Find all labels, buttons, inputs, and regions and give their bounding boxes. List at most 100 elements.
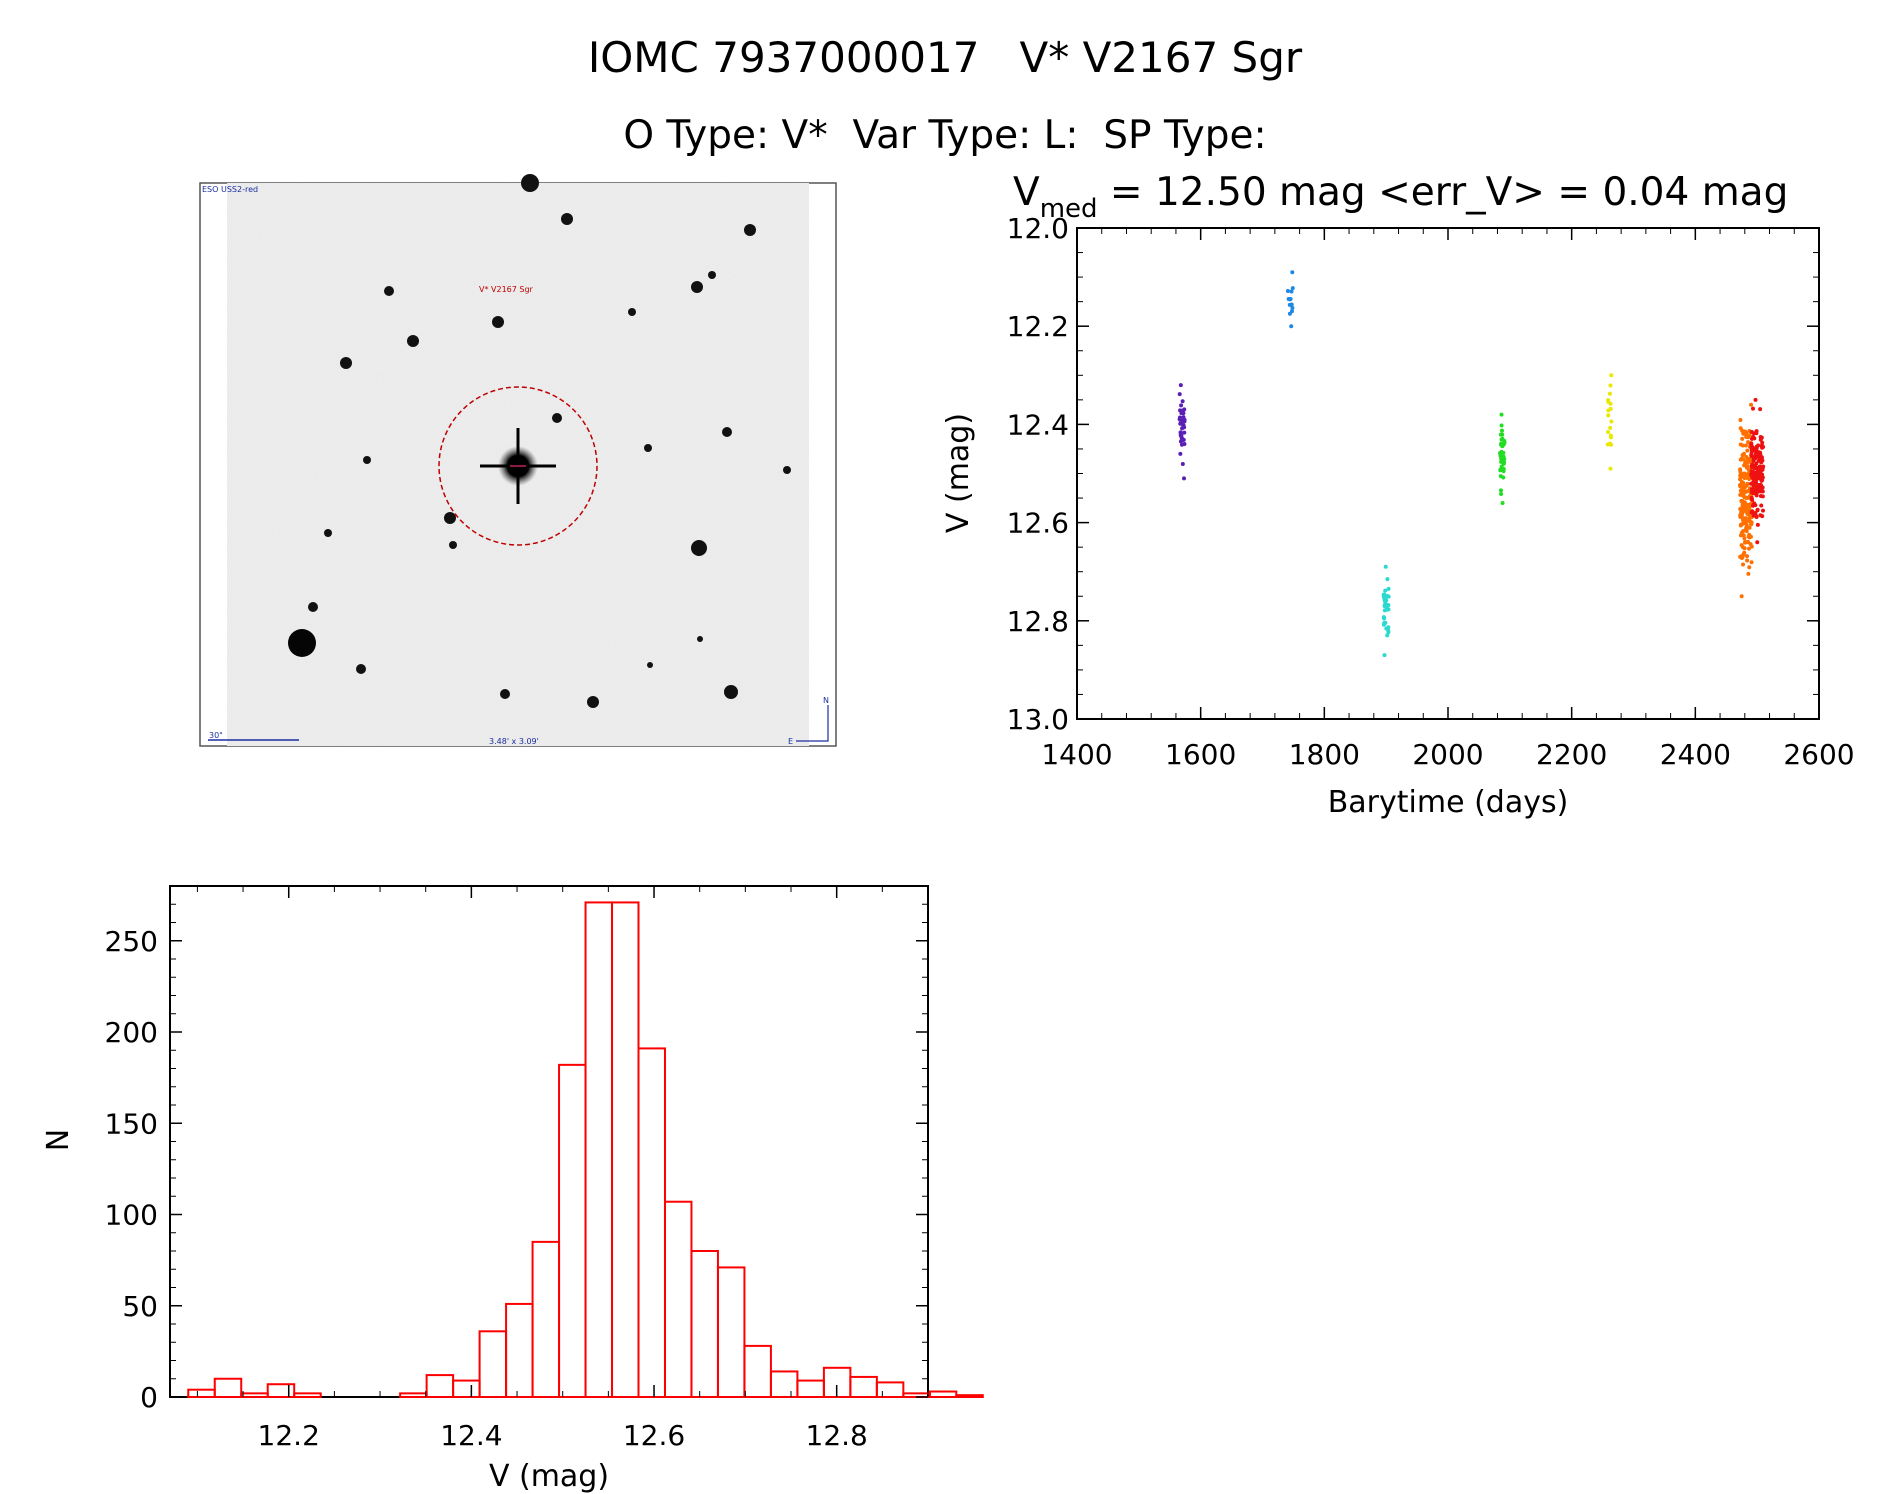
y-tick-label: 150 — [105, 1107, 158, 1140]
field-star — [500, 689, 510, 699]
lightcurve-point — [1608, 401, 1613, 406]
lightcurve-point — [1500, 500, 1505, 505]
histogram-bar — [584, 901, 614, 1398]
lightcurve-point — [1499, 428, 1504, 433]
lightcurve-point — [1749, 463, 1754, 468]
lightcurve-point — [1608, 425, 1613, 430]
histogram-bar — [690, 1250, 719, 1398]
lightcurve-point — [1745, 558, 1750, 563]
lightcurve-point — [1758, 513, 1763, 518]
histogram-bar — [452, 1379, 481, 1398]
lightcurve-title: Vmed = 12.50 mag <err_V> = 0.04 mag — [1013, 170, 1788, 224]
lightcurve-point — [1744, 519, 1749, 524]
lightcurve-point — [1385, 606, 1390, 611]
y-tick-label: 250 — [105, 925, 158, 958]
lightcurve-point — [1499, 441, 1504, 446]
lightcurve-point — [1741, 562, 1746, 567]
histogram-bar — [849, 1375, 878, 1399]
lightcurve-point — [1608, 466, 1613, 471]
histogram-bar — [505, 1302, 534, 1399]
lightcurve-point — [1738, 477, 1743, 482]
lightcurve-point — [1607, 391, 1612, 396]
x-tick-label: 12.4 — [440, 1419, 502, 1452]
x-tick-label: 1600 — [1165, 738, 1236, 771]
histogram-bar — [955, 1394, 984, 1399]
lightcurve-point — [1755, 476, 1760, 481]
lightcurve-point — [1744, 526, 1749, 531]
field-star — [691, 281, 703, 293]
lightcurve-point — [1753, 478, 1758, 483]
lightcurve-point — [1760, 485, 1765, 490]
lightcurve-point — [1760, 494, 1765, 499]
x-tick-label: 1800 — [1289, 738, 1360, 771]
lightcurve-point — [1609, 435, 1614, 440]
lightcurve-point — [1289, 324, 1294, 329]
lightcurve-point — [1746, 534, 1751, 539]
lightcurve-point — [1606, 413, 1611, 418]
y-tick-label: 12.6 — [1007, 507, 1069, 540]
lightcurve-point — [1181, 437, 1186, 442]
lightcurve-point — [1386, 625, 1391, 630]
lightcurve-point — [1740, 436, 1745, 441]
lightcurve-point — [1741, 552, 1746, 557]
field-star — [724, 685, 738, 699]
lightcurve-point — [1498, 432, 1503, 437]
scale-label: 30" — [209, 731, 223, 740]
lightcurve-point — [1755, 522, 1760, 527]
histogram-bar — [531, 1240, 561, 1398]
histogram-bar — [558, 1063, 587, 1398]
field-star — [308, 602, 318, 612]
lightcurve-point — [1760, 508, 1765, 513]
lightcurve-point — [1751, 484, 1756, 489]
lightcurve-point — [1760, 472, 1765, 477]
aperture-circle — [438, 386, 598, 546]
lightcurve-point — [1740, 443, 1745, 448]
lightcurve-xlabel: Barytime (days) — [1328, 785, 1569, 820]
survey-label: ESO USS2-red — [202, 185, 258, 194]
lightcurve-point — [1760, 444, 1765, 449]
sky-image-panel: ESO USS2-red V* V2167 Sgr 30" 3.48' x 3.… — [199, 174, 837, 747]
lightcurve-point — [1739, 456, 1744, 461]
histogram-bar — [213, 1377, 243, 1398]
lightcurve-point — [1182, 430, 1187, 435]
lightcurve-point — [1385, 577, 1390, 582]
lightcurve-point — [1182, 476, 1187, 481]
lightcurve-point — [1759, 468, 1764, 473]
field-star — [384, 286, 394, 296]
lightcurve-point — [1759, 503, 1764, 508]
field-star — [628, 308, 636, 316]
y-tick-label: 12.0 — [1007, 212, 1069, 245]
lightcurve-ticks: 1400 1600 1800 2000 2200 2400 2600 12.0 12.2 12.4… — [1007, 212, 1855, 771]
lightcurve-point — [1499, 491, 1504, 496]
lightcurve-point — [1752, 491, 1757, 496]
lightcurve-point — [1386, 628, 1391, 633]
lightcurve-point — [1501, 454, 1506, 459]
lightcurve-point — [1738, 506, 1743, 511]
x-tick-label: 12.8 — [806, 1419, 868, 1452]
lightcurve-point — [1177, 415, 1182, 420]
histogram-bar — [266, 1383, 296, 1398]
lightcurve-point — [1608, 383, 1613, 388]
histogram-bar — [743, 1344, 772, 1399]
histogram-bar — [875, 1381, 905, 1399]
lightcurve-point — [1742, 484, 1747, 489]
lightcurve-point — [1382, 616, 1387, 621]
lightcurve-point — [1178, 383, 1183, 388]
lightcurve-point — [1499, 464, 1504, 469]
lightcurve-point — [1746, 440, 1751, 445]
title-rest: = 12.50 mag <err_V> = 0.04 mag — [1098, 170, 1789, 215]
y-tick-label: 100 — [105, 1199, 158, 1232]
lightcurve-point — [1289, 289, 1294, 294]
lightcurve-point — [1499, 459, 1504, 464]
lightcurve-point — [1749, 495, 1754, 500]
y-tick-label: 200 — [105, 1016, 158, 1049]
lightcurve-point — [1383, 564, 1388, 569]
field-star — [691, 540, 707, 556]
lightcurve-point — [1738, 488, 1743, 493]
histogram-ylabel: N — [41, 1129, 76, 1151]
lightcurve-point — [1740, 501, 1745, 506]
histogram-bar — [928, 1390, 958, 1399]
field-star — [587, 696, 599, 708]
lightcurve-point — [1499, 412, 1504, 417]
lightcurve-point — [1498, 474, 1503, 479]
